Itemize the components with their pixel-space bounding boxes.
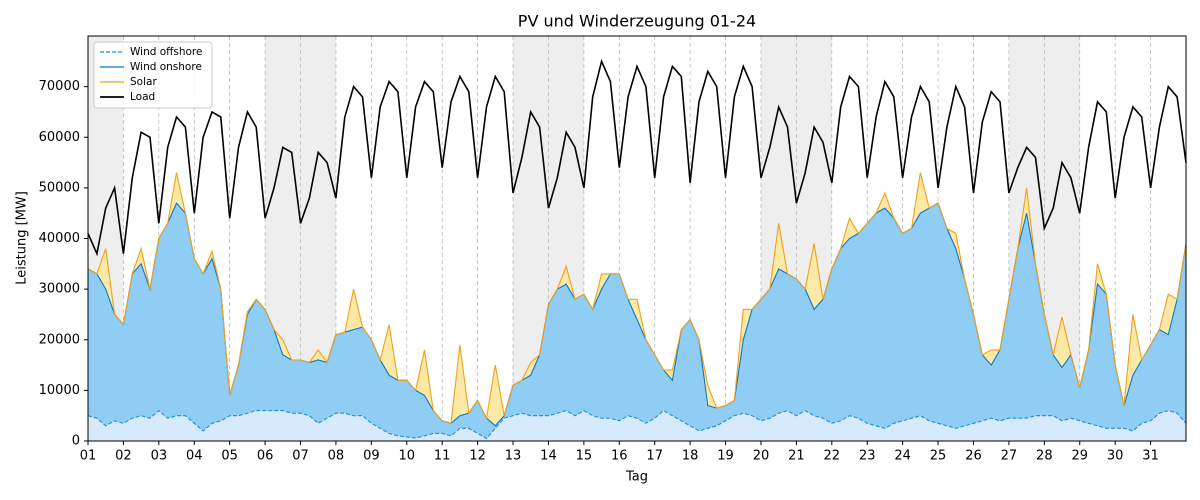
legend-label: Wind onshore xyxy=(130,61,202,73)
y-tick-label: 20000 xyxy=(39,332,80,347)
x-tick-label: 13 xyxy=(505,449,522,464)
x-tick-label: 31 xyxy=(1142,449,1159,464)
x-tick-label: 08 xyxy=(328,449,345,464)
x-tick-label: 18 xyxy=(682,449,699,464)
x-tick-label: 02 xyxy=(115,449,132,464)
x-tick-label: 10 xyxy=(399,449,416,464)
x-tick-label: 12 xyxy=(469,449,486,464)
x-tick-label: 06 xyxy=(257,449,274,464)
x-tick-label: 30 xyxy=(1107,449,1124,464)
x-tick-label: 25 xyxy=(930,449,947,464)
y-tick-label: 60000 xyxy=(39,130,80,145)
y-tick-label: 50000 xyxy=(39,180,80,195)
line xyxy=(87,172,1187,425)
x-axis-label: Tag xyxy=(625,470,648,485)
x-tick-label: 04 xyxy=(186,449,203,464)
y-tick-label: 0 xyxy=(72,434,80,449)
x-tick-label: 09 xyxy=(363,449,380,464)
legend-label: Wind offshore xyxy=(130,46,202,58)
x-tick-label: 29 xyxy=(1071,449,1088,464)
chart-title: PV und Winderzeugung 01-24 xyxy=(518,12,756,31)
y-tick-label: 10000 xyxy=(39,383,80,398)
legend-box xyxy=(93,41,213,109)
line xyxy=(87,58,1187,257)
y-tick-label: 30000 xyxy=(39,282,80,297)
x-tick-label: 23 xyxy=(859,449,876,464)
x-tick-label: 14 xyxy=(540,449,557,464)
legend-label: Solar xyxy=(130,76,157,88)
x-tick-label: 16 xyxy=(611,449,628,464)
y-tick-label: 40000 xyxy=(39,231,80,246)
x-tick-label: 15 xyxy=(576,449,593,464)
x-tick-label: 03 xyxy=(151,449,168,464)
x-tick-label: 11 xyxy=(434,449,451,464)
x-tick-label: 17 xyxy=(646,449,663,464)
x-tick-label: 24 xyxy=(894,449,911,464)
x-tick-label: 05 xyxy=(221,449,238,464)
x-tick-label: 22 xyxy=(824,449,841,464)
x-tick-label: 07 xyxy=(292,449,309,464)
line xyxy=(87,409,1187,440)
x-tick-label: 01 xyxy=(80,449,97,464)
y-axis-label: Leistung [MW] xyxy=(15,191,30,285)
x-tick-label: 20 xyxy=(753,449,770,464)
x-tick-label: 27 xyxy=(1001,449,1018,464)
x-tick-label: 19 xyxy=(717,449,734,464)
x-tick-label: 21 xyxy=(788,449,805,464)
x-tick-label: 28 xyxy=(1036,449,1053,464)
legend-label: Load xyxy=(130,91,155,103)
y-tick-label: 70000 xyxy=(39,79,80,94)
x-tick-label: 26 xyxy=(965,449,982,464)
